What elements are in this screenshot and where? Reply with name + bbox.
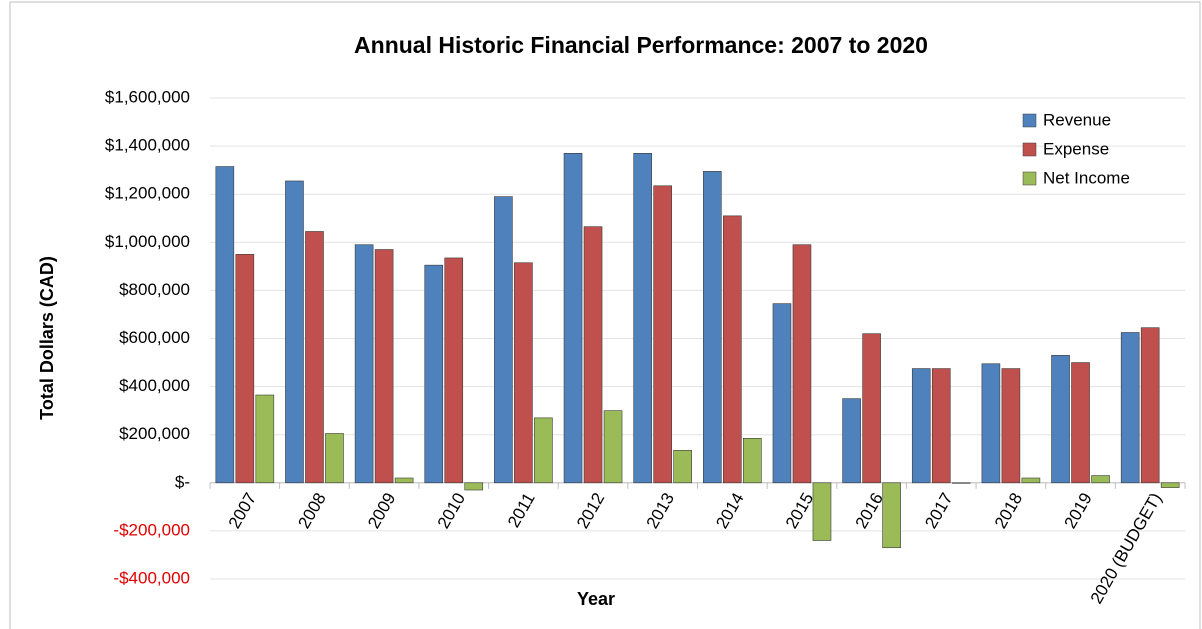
- bar: [743, 438, 762, 484]
- y-axis-label: Total Dollars (CAD): [37, 256, 57, 420]
- y-tick-label: $1,200,000: [105, 184, 190, 203]
- bar: [1140, 327, 1160, 484]
- bar: [494, 196, 513, 484]
- bar: [1120, 332, 1140, 484]
- bar: [723, 215, 742, 484]
- bar: [444, 257, 464, 484]
- bar: [673, 450, 692, 484]
- y-tick-label: -$400,000: [113, 568, 190, 587]
- bar: [603, 410, 623, 484]
- legend-label: Expense: [1043, 139, 1109, 158]
- bar: [911, 368, 931, 484]
- bar: [981, 363, 1001, 484]
- bar: [1071, 362, 1090, 484]
- bar: [862, 333, 881, 484]
- y-tick-label: -$200,000: [113, 520, 190, 539]
- bar: [424, 264, 444, 484]
- legend-label: Revenue: [1043, 110, 1111, 129]
- legend-swatch: [1022, 142, 1037, 157]
- legend-label: Net Income: [1043, 168, 1130, 187]
- bar: [1160, 482, 1180, 488]
- bar: [842, 398, 861, 484]
- y-tick-label: $200,000: [119, 424, 190, 443]
- bar: [325, 433, 344, 484]
- bar: [931, 368, 951, 484]
- y-tick-label: $1,000,000: [105, 232, 190, 251]
- bar: [514, 262, 533, 484]
- bar: [354, 244, 374, 484]
- bar: [563, 153, 583, 484]
- bar: [285, 180, 304, 484]
- y-tick-label: $600,000: [119, 328, 190, 347]
- legend-swatch: [1022, 113, 1037, 128]
- bar: [255, 394, 275, 484]
- bar: [882, 482, 901, 549]
- bar: [1051, 355, 1070, 484]
- bar: [235, 254, 255, 484]
- y-tick-label: $800,000: [119, 280, 190, 299]
- bar: [792, 244, 812, 484]
- bar: [583, 226, 603, 484]
- bar: [703, 171, 722, 484]
- bar: [772, 303, 792, 484]
- bar: [1001, 368, 1021, 484]
- bar: [374, 249, 394, 484]
- bar: [633, 153, 652, 484]
- bar: [812, 482, 832, 541]
- bar: [305, 231, 324, 484]
- chart-title: Annual Historic Financial Performance: 2…: [354, 32, 928, 58]
- bar: [1021, 477, 1041, 484]
- bar: [215, 166, 235, 484]
- bar: [534, 417, 553, 484]
- chart-frame: [9, 1, 1201, 629]
- bar: [653, 185, 672, 484]
- y-tick-label: $1,400,000: [105, 136, 190, 155]
- bar: [394, 477, 414, 484]
- bar: [1091, 475, 1110, 484]
- y-tick-label: $400,000: [119, 376, 190, 395]
- legend-swatch: [1022, 171, 1037, 186]
- x-axis-label: Year: [577, 589, 615, 609]
- y-tick-label: $-: [175, 472, 190, 491]
- bar: [464, 482, 484, 491]
- bar: [951, 482, 971, 484]
- y-tick-label: $1,600,000: [105, 87, 190, 106]
